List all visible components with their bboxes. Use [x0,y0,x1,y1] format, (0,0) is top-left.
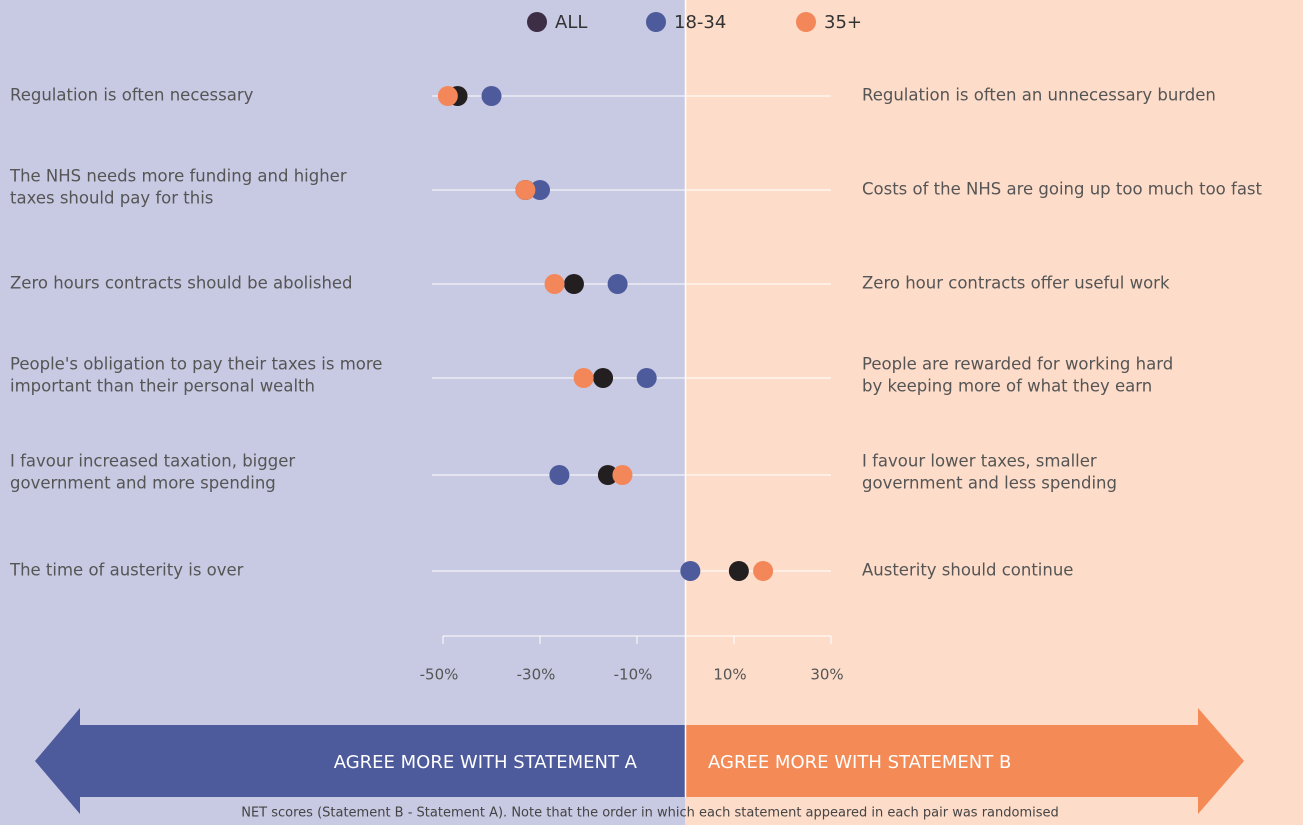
dot [573,368,594,388]
statement: government and more spending [10,474,276,493]
dot [481,86,502,106]
legend-swatch [796,12,816,32]
dot [593,368,614,388]
statement: government and less spending [862,474,1117,493]
dot [563,274,584,294]
x-tick-label: -50% [420,666,459,684]
dot [597,465,618,485]
x-tick-label: 30% [810,666,843,684]
dot [680,561,701,581]
dot [612,465,633,485]
statement: The NHS needs more funding and higher [9,167,347,186]
dot [544,274,565,294]
dot [549,465,570,485]
legend-label: 35+ [824,12,862,33]
bg-b [685,0,1303,825]
arrow-b [685,708,1244,814]
arrow-b-label: AGREE MORE WITH STATEMENT B [708,752,1011,773]
statement: I favour increased taxation, bigger [10,452,295,471]
statement: The time of austerity is over [9,561,244,580]
legend-swatch [527,12,547,32]
statement: important than their personal wealth [10,377,315,396]
statement: Zero hours contracts should be abolished [10,274,353,293]
x-tick-label: -30% [517,666,556,684]
dot [636,368,657,388]
statement: Zero hour contracts offer useful work [862,274,1170,293]
statement: taxes should pay for this [10,189,213,208]
dot [515,180,536,200]
legend-label: 18-34 [674,12,726,33]
legend-label: ALL [555,12,587,33]
statement: by keeping more of what they earn [862,377,1152,396]
dot [728,561,749,581]
statement: Austerity should continue [862,561,1073,580]
arrow-a [35,708,685,814]
x-tick-label: 10% [713,666,746,684]
statement: Costs of the NHS are going up too much t… [862,180,1263,199]
x-tick-label: -10% [614,666,653,684]
note: NET scores (Statement B - Statement A). … [241,806,1059,821]
statement: People's obligation to pay their taxes i… [10,355,382,374]
dot [753,561,774,581]
arrow-a-label: AGREE MORE WITH STATEMENT A [334,752,638,773]
bg-a [0,0,685,825]
dot [607,274,628,294]
statement: People are rewarded for working hard [862,355,1173,374]
dot [530,180,550,200]
statement: I favour lower taxes, smaller [862,452,1097,471]
statement: Regulation is often an unnecessary burde… [862,86,1216,105]
legend-swatch [646,12,666,32]
dot [437,86,458,106]
statement: Regulation is often necessary [10,86,254,105]
